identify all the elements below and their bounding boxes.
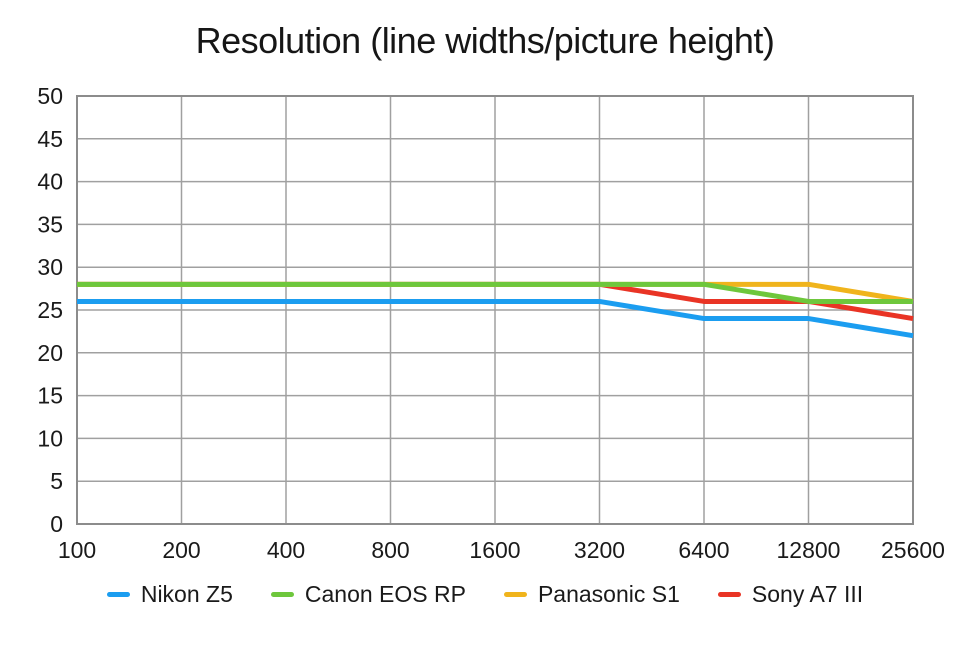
legend-label: Canon EOS RP bbox=[304, 581, 466, 607]
legend-item-nikon-z5: Nikon Z5 bbox=[106, 581, 233, 608]
x-tick-label: 6400 bbox=[678, 537, 729, 563]
x-tick-label: 3200 bbox=[574, 537, 625, 563]
legend-label: Panasonic S1 bbox=[537, 581, 680, 607]
x-tick-label: 12800 bbox=[777, 537, 841, 563]
legend-label: Nikon Z5 bbox=[140, 581, 233, 607]
x-tick-label: 800 bbox=[371, 537, 409, 563]
legend-item-sony-a7-iii: Sony A7 III bbox=[717, 581, 864, 608]
y-tick-label: 30 bbox=[37, 254, 63, 280]
legend-item-canon-eos-rp: Canon EOS RP bbox=[270, 581, 466, 608]
legend-label: Sony A7 III bbox=[751, 581, 864, 607]
series-line-nikon-z5 bbox=[77, 298, 914, 339]
chart-title: Resolution (line widths/picture height) bbox=[195, 20, 775, 61]
legend-swatch-icon bbox=[106, 592, 130, 597]
legend-swatch-icon bbox=[503, 592, 527, 597]
chart-legend: Nikon Z5 Canon EOS RP Panasonic S1 Sony A7 … bbox=[0, 581, 970, 608]
y-tick-label: 50 bbox=[37, 83, 63, 109]
y-tick-label: 5 bbox=[50, 468, 63, 494]
legend-swatch-icon bbox=[270, 592, 294, 597]
plot-border bbox=[76, 95, 914, 525]
y-tick-label: 45 bbox=[37, 126, 63, 152]
y-tick-label: 25 bbox=[37, 297, 63, 323]
y-tick-label: 10 bbox=[37, 425, 63, 451]
x-tick-label: 25600 bbox=[881, 537, 945, 563]
legend-swatch-icon bbox=[717, 592, 741, 597]
y-tick-label: 20 bbox=[37, 340, 63, 366]
x-tick-label: 200 bbox=[162, 537, 200, 563]
x-tick-label: 100 bbox=[58, 537, 96, 563]
y-tick-label: 35 bbox=[37, 211, 63, 237]
y-tick-label: 0 bbox=[50, 511, 63, 537]
y-tick-label: 15 bbox=[37, 383, 63, 409]
y-tick-label: 40 bbox=[37, 169, 63, 195]
x-tick-label: 400 bbox=[267, 537, 305, 563]
x-tick-label: 1600 bbox=[469, 537, 520, 563]
legend-item-panasonic-s1: Panasonic S1 bbox=[503, 581, 680, 608]
series-line-canon-eos-rp bbox=[77, 281, 913, 304]
